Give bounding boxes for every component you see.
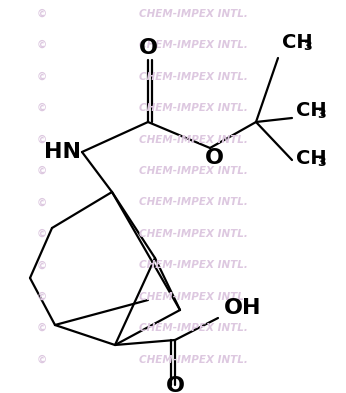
Text: CHEM-IMPEX INTL.: CHEM-IMPEX INTL. <box>139 354 248 365</box>
Text: CHEM-IMPEX INTL.: CHEM-IMPEX INTL. <box>139 72 248 82</box>
Text: CHEM-IMPEX INTL.: CHEM-IMPEX INTL. <box>139 103 248 113</box>
Text: ©: © <box>36 166 47 176</box>
Text: CHEM-IMPEX INTL.: CHEM-IMPEX INTL. <box>139 134 248 145</box>
Text: ©: © <box>36 260 47 270</box>
Text: HN: HN <box>44 142 81 162</box>
Text: CHEM-IMPEX INTL.: CHEM-IMPEX INTL. <box>139 292 248 302</box>
Text: CHEM-IMPEX INTL.: CHEM-IMPEX INTL. <box>139 260 248 270</box>
Text: ©: © <box>36 72 47 82</box>
Text: ©: © <box>36 197 47 208</box>
Text: CHEM-IMPEX INTL.: CHEM-IMPEX INTL. <box>139 197 248 208</box>
Text: O: O <box>165 376 184 393</box>
Text: ©: © <box>36 354 47 365</box>
Text: CH: CH <box>282 33 313 51</box>
Text: CHEM-IMPEX INTL.: CHEM-IMPEX INTL. <box>139 323 248 333</box>
Text: ©: © <box>36 103 47 113</box>
Text: ©: © <box>36 292 47 302</box>
Text: ©: © <box>36 134 47 145</box>
Text: CHEM-IMPEX INTL.: CHEM-IMPEX INTL. <box>139 40 248 50</box>
Text: ©: © <box>36 40 47 50</box>
Text: O: O <box>204 148 224 168</box>
Text: 3: 3 <box>317 156 326 169</box>
Text: ©: © <box>36 229 47 239</box>
Text: CH: CH <box>296 101 327 119</box>
Text: CHEM-IMPEX INTL.: CHEM-IMPEX INTL. <box>139 166 248 176</box>
Text: CHEM-IMPEX INTL.: CHEM-IMPEX INTL. <box>139 229 248 239</box>
Text: O: O <box>138 38 157 58</box>
Text: 3: 3 <box>317 108 326 121</box>
Text: CH: CH <box>296 149 327 167</box>
Text: ©: © <box>36 9 47 19</box>
Text: 3: 3 <box>303 40 312 53</box>
Text: ©: © <box>36 323 47 333</box>
Text: CHEM-IMPEX INTL.: CHEM-IMPEX INTL. <box>139 9 248 19</box>
Text: OH: OH <box>224 298 262 318</box>
